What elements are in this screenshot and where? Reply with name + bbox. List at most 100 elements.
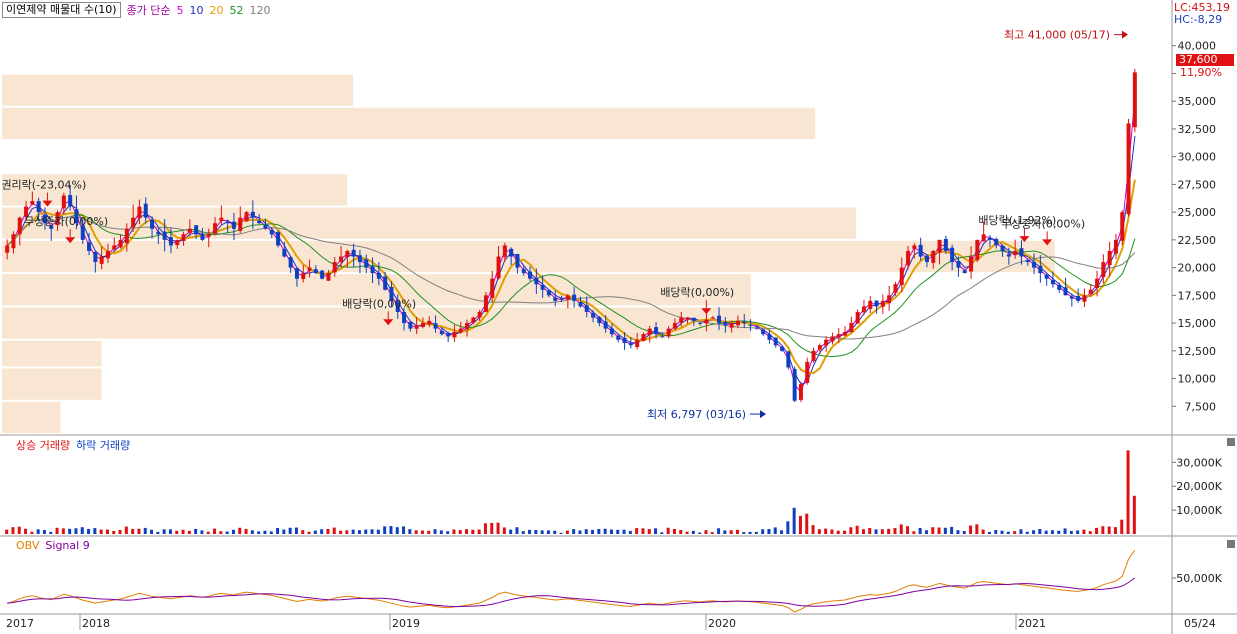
candle-body [515,254,520,268]
event-label: 배당락(0,00%) [342,297,416,310]
volume-bar [175,530,179,534]
volume-bar [698,532,702,534]
volume-bar [250,530,254,534]
candle-body [1013,250,1018,256]
ma-label: 종가 단순 [126,4,171,17]
volume-bar [584,529,588,534]
volume-bar [1050,530,1054,534]
volume-bar [1107,526,1111,534]
candle-body [1082,295,1087,302]
volume-bar [861,529,865,534]
candle-body [80,225,85,240]
x-tick-label: 2018 [82,617,110,630]
candle-body [137,206,142,219]
candle-body [332,262,337,273]
volume-profile [2,74,1055,433]
candle-body [402,311,407,324]
volume-bar [93,528,97,534]
volume-bar [446,531,450,534]
volume-bar [30,531,34,534]
volume-bar [80,527,84,534]
volume-bar [1076,530,1080,534]
ma-period-52: 52 [229,3,244,17]
obv-panel-toggle-icon[interactable] [1227,540,1235,548]
volume-bar [830,529,834,534]
volume-bar [1082,529,1086,534]
volume-bar [704,530,708,534]
candle-body [874,300,879,307]
candle-body [773,337,778,346]
volume-bar [616,529,620,534]
annotations: 권리락(-23,04%) 무상증자(0,00%) 배당락(0,00%) 배당락(0,0… [1,29,1128,421]
candle-body [313,269,318,274]
candle-body [578,302,583,307]
candle-body [282,249,287,257]
volume-bar [849,527,853,534]
candle-body [465,323,470,330]
candle-body [981,234,986,242]
volume-bar [660,532,664,534]
candle-body [250,211,255,218]
candle-body [868,300,873,310]
volume-bar [477,529,481,534]
candle-body [591,312,596,318]
volume-panel-toggle-icon[interactable] [1227,438,1235,446]
candle-body [1126,123,1131,215]
volume-bar [345,530,349,534]
candle-body [969,256,974,272]
volume-bar [641,528,645,534]
y-tick-label: 10,000 [1178,373,1217,386]
volume-bar [320,529,324,534]
candle-body [446,333,451,337]
change-percent: 11,90% [1180,66,1222,79]
volume-bar [748,531,752,534]
candle-body [471,317,476,323]
candle-body [219,217,224,221]
high-arrow-head [1122,30,1128,39]
candle-body [855,311,860,324]
event-arrow [65,237,76,244]
volume-bar [11,527,15,534]
volume-bar [931,527,935,534]
candle-body [729,323,734,328]
volume-tick-label: 30,000K [1176,456,1222,469]
candle-body [307,267,312,271]
volume-bar [24,528,28,534]
volume-bar [187,530,191,534]
candle-body [950,247,955,263]
candle-body [30,201,35,205]
chart-title[interactable]: 이연제약 매물대 수(10) [2,2,121,18]
candle-body [994,239,999,246]
volume-bar [691,530,695,534]
candle-body [55,212,60,226]
candle-body [767,334,772,340]
candle-body [263,224,268,229]
volume-bar [767,528,771,534]
volume-bar [717,528,721,534]
candle-body [546,290,551,296]
candle-body [584,305,589,312]
low-arrow-head [760,410,766,419]
y-tick-label: 22,500 [1178,234,1217,247]
volume-bar [137,528,141,534]
candle-body [887,295,892,304]
volume-bar [528,529,532,534]
candle-body [339,256,344,262]
candle-body [786,351,791,368]
candle-body [1019,248,1024,257]
candle-body [1038,265,1043,274]
candle-body [666,328,671,337]
candle-body [1113,239,1118,254]
candle-body [502,245,507,258]
candle-body [987,237,992,240]
volume-bar [773,527,777,534]
x-tick-label: 2019 [392,617,420,630]
x-tick-label: 2020 [708,617,736,630]
volume-bar [402,526,406,534]
candle-body [572,294,577,301]
candle-body [99,256,104,264]
volume-bar [780,530,784,534]
volume-bar [42,530,46,534]
candle-body [194,225,199,235]
volume-bar [1057,530,1061,534]
